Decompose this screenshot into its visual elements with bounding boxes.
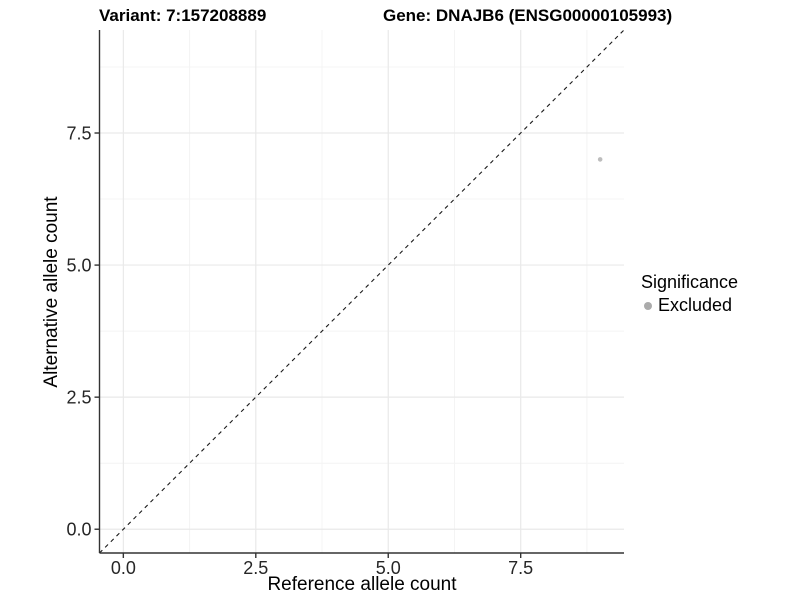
data-point-excluded: [597, 157, 603, 162]
legend: Significance Excluded: [641, 272, 738, 316]
gene-title: Gene: DNAJB6 (ENSG00000105993): [383, 6, 673, 25]
x-tick-label: 2.5: [243, 558, 268, 578]
legend-item-excluded: Excluded: [641, 295, 738, 316]
x-axis-title: Reference allele count: [267, 574, 457, 595]
legend-entry-label: Excluded: [658, 295, 733, 315]
y-tick-label: 7.5: [66, 124, 91, 144]
variant-title: Variant: 7:157208889: [99, 6, 267, 25]
y-tick-label: 5.0: [66, 256, 91, 276]
legend-title: Significance: [641, 272, 739, 292]
x-tick-label: 7.5: [508, 558, 533, 578]
x-tick-label: 5.0: [376, 558, 401, 578]
y-tick-label: 0.0: [66, 520, 91, 540]
x-tick-label: 0.0: [111, 558, 136, 578]
y-tick-label: 2.5: [66, 388, 91, 408]
y-axis-title: Alternative allele count: [41, 196, 62, 388]
identity-dashed-line: [99, 29, 625, 554]
legend-point-icon: [644, 301, 652, 310]
